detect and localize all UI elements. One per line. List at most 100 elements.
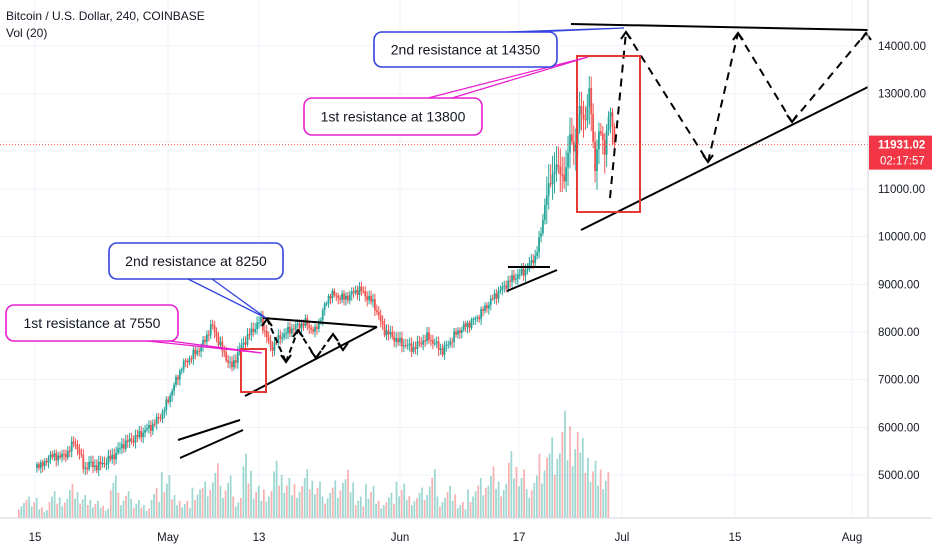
candle-body: [250, 328, 253, 336]
candle-body: [528, 262, 531, 270]
candle-body: [530, 260, 533, 263]
volume-bar: [380, 508, 383, 518]
volume-bar: [79, 503, 81, 518]
candle-body: [136, 435, 139, 437]
candle-body: [501, 286, 504, 290]
candle-body: [173, 384, 175, 392]
candle-body: [321, 310, 324, 320]
volume-bar: [125, 495, 127, 518]
candle-body: [348, 294, 351, 301]
candle-body: [167, 399, 170, 403]
candle-body: [182, 360, 185, 370]
volume-bar: [571, 466, 574, 518]
candle-body: [354, 290, 357, 293]
volume-bar: [382, 505, 385, 518]
candle-body: [236, 352, 239, 363]
volume-bar: [561, 431, 564, 518]
price-tick-label: 6000.00: [878, 422, 920, 434]
volume-bar: [569, 426, 571, 518]
candle-body: [457, 330, 459, 335]
candle-body: [287, 326, 289, 334]
time-axis: 15 May 13 Jun 17 Jul 15 Aug: [0, 517, 932, 550]
volume-bar: [232, 496, 235, 518]
volume-bar: [515, 466, 518, 518]
bar-countdown-label: 02:17:57: [880, 156, 925, 168]
symbol-title[interactable]: Bitcoin / U.S. Dollar, 240, COINBASE: [6, 9, 205, 23]
candle-body: [538, 237, 540, 253]
volume-bar: [492, 466, 495, 518]
candle-body: [360, 286, 363, 292]
candle-body: [109, 455, 112, 460]
candle-body: [267, 337, 270, 341]
volume-bar: [584, 472, 587, 518]
candle-body: [128, 438, 131, 443]
candle-body: [126, 440, 129, 443]
volume-bar: [365, 483, 367, 518]
volume-bar: [166, 483, 168, 518]
trendline-channel-lower: [179, 429, 244, 459]
volume-bar: [132, 507, 135, 518]
candle-body: [333, 290, 336, 296]
candle-body: [480, 309, 483, 320]
candle-body: [431, 340, 434, 344]
candle-body: [178, 370, 181, 380]
volume-bar: [484, 487, 487, 518]
candle-body: [451, 341, 454, 343]
candle-body: [470, 319, 473, 328]
volume-bar: [589, 482, 592, 518]
candle-body: [246, 334, 249, 345]
candle-body: [219, 341, 222, 345]
volume-bar: [495, 488, 497, 518]
candlestick-series: [36, 76, 616, 476]
candle-body: [184, 360, 187, 362]
volume-bar: [58, 497, 61, 518]
candle-body: [132, 440, 135, 443]
volume-bar: [525, 489, 528, 518]
callout-label: 1st resistance at 7550: [24, 315, 161, 331]
candle-body: [404, 345, 407, 347]
volume-indicator-label[interactable]: Vol (20): [6, 26, 48, 40]
candle-body: [331, 290, 334, 299]
volume-bar: [523, 469, 525, 518]
candle-body: [281, 337, 284, 339]
candle-body: [161, 412, 164, 419]
volume-bar: [209, 490, 212, 518]
volume-bar: [204, 481, 207, 518]
volume-bar: [92, 507, 94, 518]
volume-bar: [260, 500, 263, 518]
candle-body: [545, 195, 548, 205]
triangle-lower-line: [244, 326, 378, 397]
candle-body: [240, 344, 243, 349]
candle-body: [45, 460, 48, 463]
candle-body: [39, 462, 42, 469]
support-line-rising: [580, 86, 869, 231]
volume-bar: [490, 476, 492, 518]
candle-body: [194, 349, 197, 355]
candle-body: [516, 274, 519, 279]
volume-bar: [536, 475, 538, 518]
volume-bar: [122, 500, 125, 518]
callout-label: 2nd resistance at 14350: [391, 42, 541, 58]
candle-body: [258, 322, 260, 324]
volume-bar: [273, 471, 275, 518]
candle-body: [346, 295, 349, 301]
volume-bar: [500, 496, 503, 518]
volume-bar: [538, 453, 541, 518]
price-tick-label: 10000.00: [878, 232, 926, 244]
candle-body: [341, 293, 343, 300]
candle-body: [66, 450, 69, 458]
last-price-label: 11931.02: [878, 140, 925, 152]
candle-body: [609, 112, 612, 117]
candle-body: [88, 461, 90, 470]
candle-body: [493, 293, 496, 299]
volume-bar: [477, 485, 480, 518]
candle-body: [572, 141, 575, 152]
candle-body: [495, 293, 498, 299]
volume-bar: [359, 496, 362, 518]
volume-bar: [497, 481, 500, 518]
candle-body: [213, 325, 216, 333]
candle-body: [90, 461, 92, 463]
volume-bar: [33, 502, 36, 518]
volume-bar: [446, 492, 449, 518]
